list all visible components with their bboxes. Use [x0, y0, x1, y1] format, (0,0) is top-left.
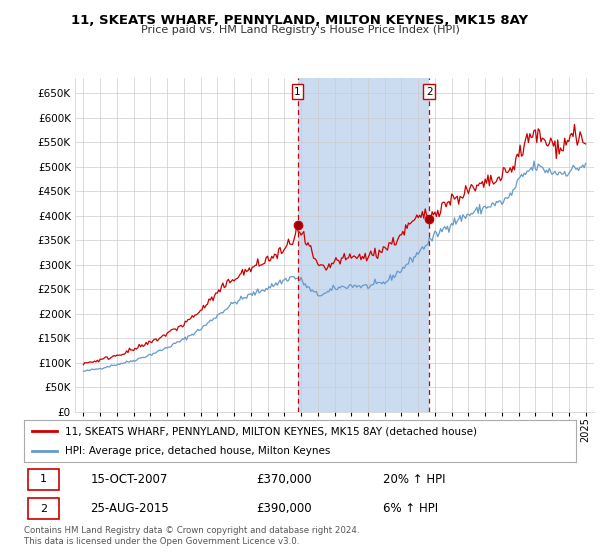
Text: 1: 1	[40, 474, 47, 484]
Bar	[298, 78, 429, 412]
Text: 11, SKEATS WHARF, PENNYLAND, MILTON KEYNES, MK15 8AY: 11, SKEATS WHARF, PENNYLAND, MILTON KEYN…	[71, 14, 529, 27]
Text: Price paid vs. HM Land Registry's House Price Index (HPI): Price paid vs. HM Land Registry's House …	[140, 25, 460, 35]
Text: HPI: Average price, detached house, Milton Keynes: HPI: Average price, detached house, Milt…	[65, 446, 331, 456]
Text: 2: 2	[426, 87, 433, 97]
Text: £390,000: £390,000	[256, 502, 311, 515]
Text: 20% ↑ HPI: 20% ↑ HPI	[383, 473, 445, 486]
Text: 6% ↑ HPI: 6% ↑ HPI	[383, 502, 438, 515]
Text: 15-OCT-2007: 15-OCT-2007	[90, 473, 167, 486]
Text: 11, SKEATS WHARF, PENNYLAND, MILTON KEYNES, MK15 8AY (detached house): 11, SKEATS WHARF, PENNYLAND, MILTON KEYN…	[65, 426, 478, 436]
Text: Contains HM Land Registry data © Crown copyright and database right 2024.
This d: Contains HM Land Registry data © Crown c…	[24, 526, 359, 546]
Text: 1: 1	[294, 87, 301, 97]
FancyBboxPatch shape	[28, 498, 59, 520]
Text: 25-AUG-2015: 25-AUG-2015	[90, 502, 169, 515]
Text: £370,000: £370,000	[256, 473, 311, 486]
FancyBboxPatch shape	[28, 469, 59, 490]
Text: 2: 2	[40, 504, 47, 514]
